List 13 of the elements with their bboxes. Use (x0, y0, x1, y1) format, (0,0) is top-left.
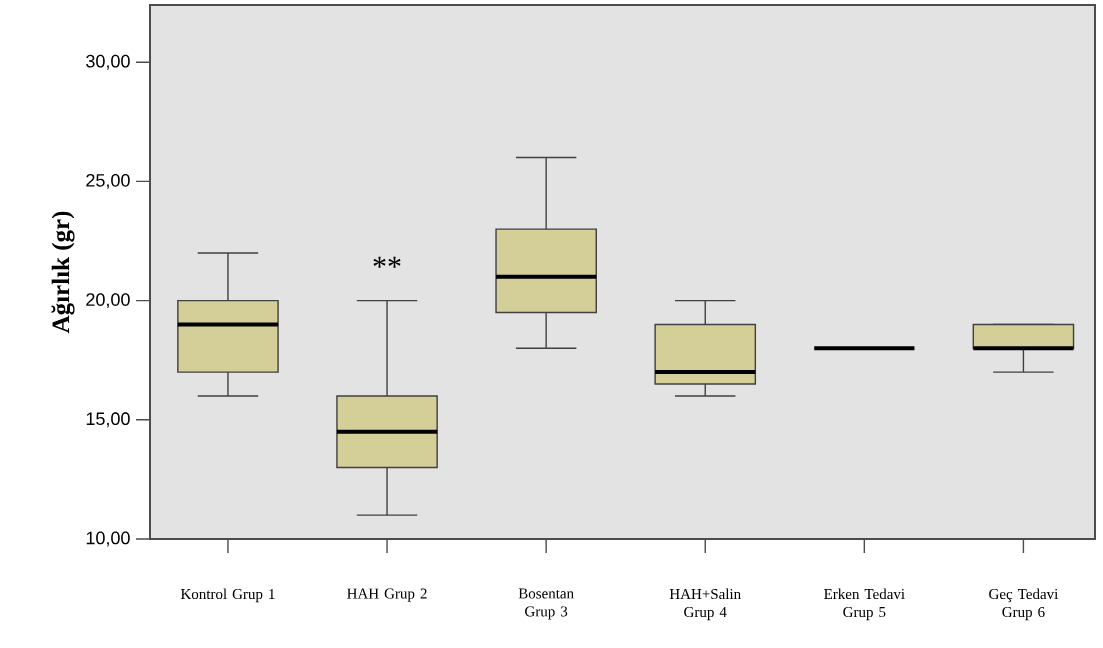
x-tick-label: Bosentan Grup 3 (518, 588, 574, 620)
y-tick-label: 20,00 (86, 293, 130, 309)
x-tick-label: Geç Tedavi Grup 6 (989, 588, 1059, 621)
x-tick-label: HAH Grup 2 (347, 588, 427, 602)
y-tick-label: 15,00 (86, 412, 130, 428)
x-tick-label: Kontrol Grup 1 (180, 588, 275, 603)
y-tick-label: 25,00 (86, 173, 130, 189)
y-axis-title: Ağırlık (gr) (51, 211, 75, 334)
annotation: ** (373, 256, 401, 268)
x-tick-label: Erken Tedavi Grup 5 (824, 588, 905, 621)
x-tick-label: HAH+Salin Grup 4 (669, 588, 741, 621)
y-tick-label: 10,00 (86, 531, 130, 547)
y-tick-label: 30,00 (86, 54, 130, 70)
